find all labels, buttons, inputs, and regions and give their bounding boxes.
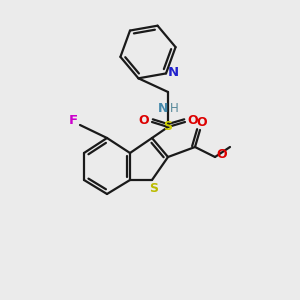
Text: F: F [68, 115, 78, 128]
Text: O: O [139, 115, 149, 128]
Text: O: O [197, 116, 207, 130]
Text: H: H [169, 103, 178, 116]
Text: N: N [167, 66, 178, 79]
Text: N: N [158, 103, 168, 116]
Text: S: S [149, 182, 158, 196]
Text: S: S [164, 121, 172, 134]
Text: O: O [217, 148, 227, 161]
Text: O: O [188, 115, 198, 128]
